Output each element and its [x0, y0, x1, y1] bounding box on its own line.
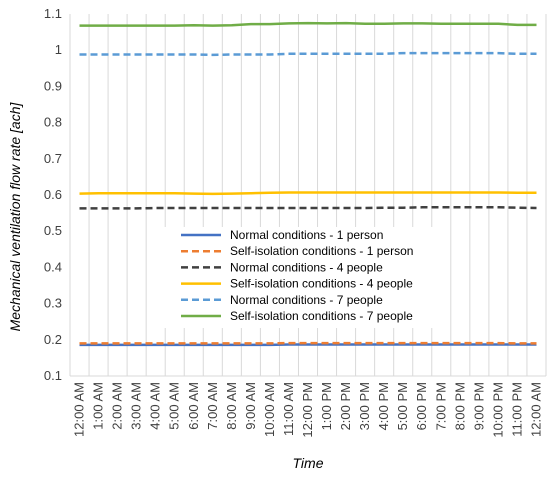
y-tick-label: 0.3 — [44, 296, 62, 311]
series-lines — [79, 21, 537, 347]
x-axis-tick-labels: 12:00 AM 1:00 AM 2:00 AM 3:00 AM 4:00 AM 5:00… — [72, 382, 544, 438]
x-tick-label: 7:00 AM — [205, 382, 220, 430]
x-tick-label: 3:00 AM — [129, 382, 144, 430]
x-tick-label: 12:00 AM — [72, 382, 87, 437]
y-tick-label: 0.2 — [44, 332, 62, 347]
series-line-4 — [79, 191, 537, 196]
x-tick-label: 7:00 PM — [433, 382, 448, 430]
x-tick-label: 1:00 AM — [91, 382, 106, 430]
x-tick-label: 6:00 AM — [186, 382, 201, 430]
legend-label-5: Normal conditions - 7 people — [230, 293, 383, 307]
legend-label-1: Normal conditions - 1 person — [230, 228, 383, 242]
x-tick-label: 5:00 AM — [167, 382, 182, 430]
y-tick-label: 0.4 — [44, 259, 62, 274]
x-tick-label: 8:00 PM — [452, 382, 467, 430]
x-tick-label: 4:00 PM — [376, 382, 391, 430]
x-tick-label: 2:00 PM — [338, 382, 353, 430]
x-axis-title: Time — [293, 455, 324, 471]
x-tick-label: 1:00 PM — [319, 382, 334, 430]
x-tick-label: 9:00 AM — [243, 382, 258, 430]
x-tick-label: 12:00 AM — [528, 382, 543, 437]
series-line-3 — [79, 206, 537, 210]
series-line-5 — [79, 51, 537, 57]
x-tick-label: 2:00 AM — [110, 382, 125, 430]
series-line-6 — [79, 21, 537, 27]
y-tick-label: 1.1 — [44, 6, 62, 21]
y-tick-label: 0.7 — [44, 151, 62, 166]
x-tick-label: 3:00 PM — [357, 382, 372, 430]
y-axis-title: Mechanical ventilation flow rate [ach] — [7, 102, 23, 332]
y-tick-label: 0.8 — [44, 115, 62, 130]
y-tick-label: 0.9 — [44, 78, 62, 93]
y-tick-label: 0.5 — [44, 223, 62, 238]
x-tick-label: 12:00 PM — [300, 382, 315, 438]
legend-label-4: Self-isolation conditions - 4 people — [230, 277, 413, 291]
x-tick-label: 9:00 PM — [471, 382, 486, 430]
legend-label-2: Self-isolation conditions - 1 person — [230, 244, 413, 258]
legend: Normal conditions - 1 person Self-isolati… — [163, 227, 440, 328]
x-tick-label: 11:00 AM — [281, 382, 296, 436]
x-tick-label: 11:00 PM — [509, 382, 524, 437]
y-tick-label: 0.1 — [44, 368, 62, 383]
x-tick-label: 5:00 PM — [395, 382, 410, 430]
legend-label-3: Normal conditions - 4 people — [230, 260, 383, 274]
legend-label-6: Self-isolation conditions - 7 people — [230, 309, 413, 323]
y-tick-label: 1 — [55, 42, 62, 57]
x-tick-label: 6:00 PM — [414, 382, 429, 430]
y-axis-tick-labels: 0.1 0.2 0.3 0.4 0.5 0.6 0.7 0.8 0.9 1 1.1 — [44, 6, 62, 383]
legend-box — [163, 227, 440, 328]
y-tick-label: 0.6 — [44, 187, 62, 202]
x-tick-label: 10:00 PM — [490, 382, 505, 438]
x-tick-label: 10:00 AM — [262, 382, 277, 437]
x-tick-label: 4:00 AM — [148, 382, 163, 430]
x-tick-label: 8:00 AM — [224, 382, 239, 430]
